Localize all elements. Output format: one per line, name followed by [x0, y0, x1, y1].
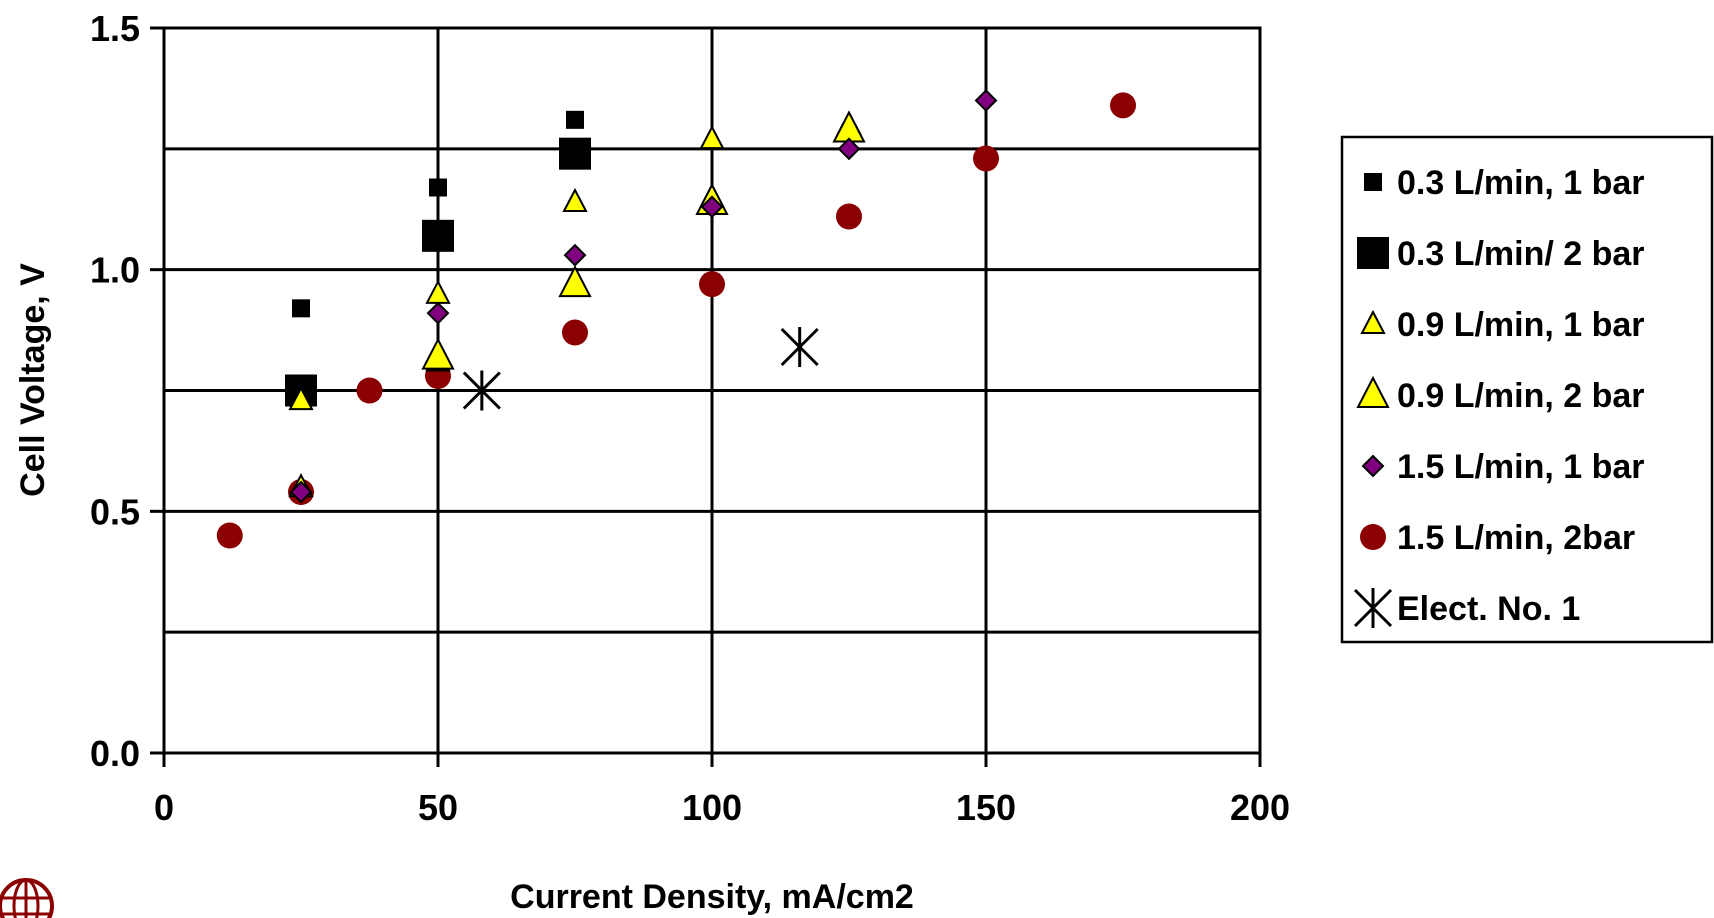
series-3: [421, 110, 866, 370]
legend-marker: [1356, 375, 1390, 408]
data-point: [425, 279, 451, 304]
legend-label: 0.9 L/min, 1 bar: [1397, 306, 1645, 344]
data-point: [563, 243, 587, 267]
data-point: [422, 219, 454, 252]
series-6: [462, 327, 819, 411]
data-point: [216, 522, 243, 549]
y-axis-label: Cell Voltage, V: [14, 263, 52, 497]
data-point: [974, 89, 998, 112]
legend-marker: [1360, 524, 1386, 550]
legend-marker: [1364, 173, 1382, 191]
legend-item: 1.5 L/min, 1 bar: [1361, 448, 1645, 486]
data-point: [288, 386, 314, 411]
legend-marker: [1353, 588, 1393, 628]
y-tick-label: 1.0: [90, 250, 140, 291]
data-point: [562, 187, 588, 212]
legend-marker: [1361, 454, 1385, 478]
data-points: [216, 89, 1136, 549]
legend-item: 1.5 L/min, 2bar: [1360, 519, 1635, 557]
data-point: [421, 337, 455, 370]
y-axis-ticks: 0.0 0.5 1.0 1.5: [90, 8, 164, 774]
data-point: [462, 370, 501, 411]
legend-marker: [1360, 309, 1386, 334]
legend-label: 0.3 L/min, 1 bar: [1397, 164, 1645, 202]
series-0: [292, 110, 584, 318]
data-point: [699, 125, 725, 150]
data-point: [292, 299, 310, 318]
data-point: [558, 264, 592, 298]
data-point: [973, 145, 999, 172]
logo-globe-icon: [0, 878, 54, 918]
y-tick-label: 0.0: [90, 733, 140, 774]
data-point: [836, 203, 862, 230]
legend-item: 0.9 L/min, 2 bar: [1356, 375, 1645, 415]
legend-label: 0.3 L/min/ 2 bar: [1397, 235, 1645, 273]
series-1: [285, 137, 591, 407]
legend-label: 0.9 L/min, 2 bar: [1397, 377, 1645, 415]
data-point: [700, 195, 724, 219]
data-point: [832, 110, 866, 143]
legend: 0.3 L/min, 1 bar 0.3 L/min/ 2 bar 0.9 L/mi…: [1340, 135, 1714, 644]
x-axis-label: Current Density, mA/cm2: [510, 878, 914, 916]
legend-item: 0.9 L/min, 1 bar: [1360, 306, 1645, 344]
legend-box: [1340, 135, 1714, 644]
data-point: [559, 137, 591, 170]
data-point: [699, 271, 725, 298]
legend-label: 1.5 L/min, 1 bar: [1397, 448, 1645, 486]
legend-item: 0.3 L/min, 1 bar: [1364, 164, 1645, 202]
data-point: [566, 110, 584, 129]
x-tick-label: 0: [154, 787, 174, 828]
legend-label: Elect. No. 1: [1397, 590, 1580, 628]
x-tick-label: 200: [1230, 787, 1290, 828]
legend-marker: [1357, 237, 1389, 269]
y-tick-label: 1.5: [90, 8, 140, 49]
legend-item: 0.3 L/min/ 2 bar: [1357, 235, 1645, 273]
data-point: [562, 319, 588, 346]
data-point: [837, 137, 861, 161]
x-tick-label: 100: [682, 787, 742, 828]
legend-item: Elect. No. 1: [1353, 588, 1580, 628]
data-point: [429, 178, 447, 197]
series-4: [289, 89, 998, 504]
data-point: [356, 377, 383, 404]
data-point: [426, 301, 450, 325]
x-tick-label: 150: [956, 787, 1016, 828]
data-point: [780, 327, 819, 367]
data-point: [289, 480, 313, 504]
y-tick-label: 0.5: [90, 491, 140, 532]
x-axis-ticks: 0 50 100 150 200: [154, 753, 1290, 828]
legend-label: 1.5 L/min, 2bar: [1397, 519, 1635, 557]
series-2: [288, 110, 862, 498]
x-tick-label: 50: [418, 787, 458, 828]
data-point: [1110, 92, 1136, 119]
series-5: [216, 92, 1136, 549]
